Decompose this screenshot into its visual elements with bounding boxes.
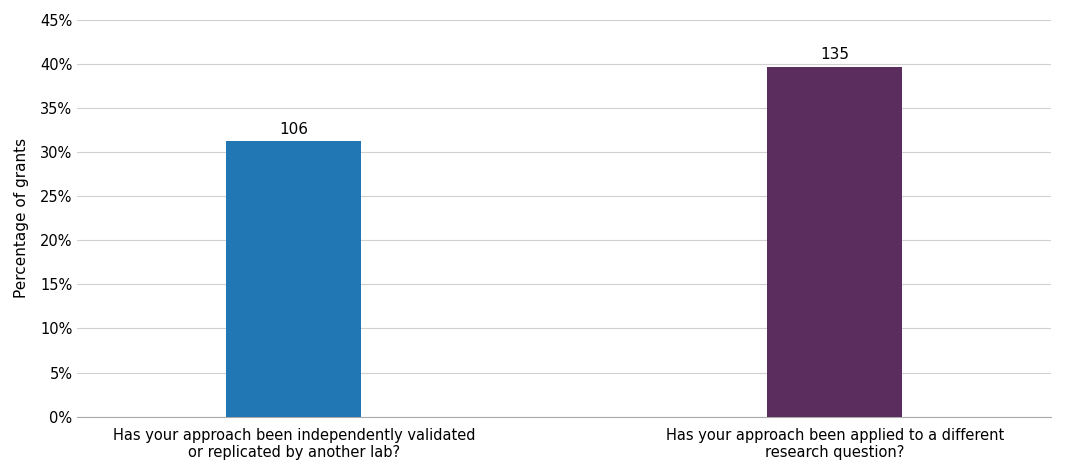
Y-axis label: Percentage of grants: Percentage of grants bbox=[14, 138, 29, 298]
Bar bbox=[767, 66, 902, 417]
Bar bbox=[226, 141, 361, 417]
Text: 135: 135 bbox=[820, 47, 849, 62]
Text: 106: 106 bbox=[279, 122, 308, 137]
